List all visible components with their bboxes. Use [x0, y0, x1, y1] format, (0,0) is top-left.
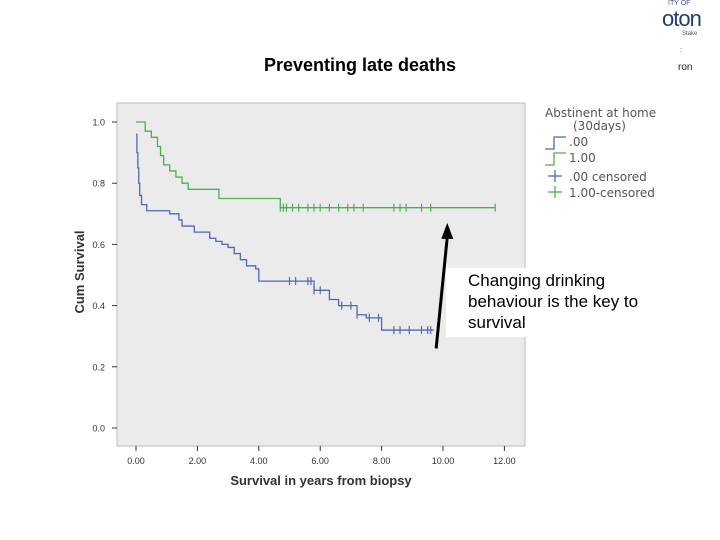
y-tick-label: 0.4: [92, 301, 105, 311]
y-tick-label: 1.0: [92, 118, 105, 128]
y-tick-label: 0.8: [92, 179, 105, 189]
page-title: Preventing late deaths: [263, 55, 457, 75]
survival-line-abstinent: [136, 121, 496, 209]
x-tick-label: 6.00: [311, 456, 329, 466]
x-tick-label: 2.00: [189, 456, 207, 466]
logo-text-2: oton: [662, 6, 702, 31]
x-axis-label: Survival in years from biopsy: [230, 473, 412, 488]
legend-entry: 1.00: [569, 151, 596, 165]
y-axis-label: Cum Survival: [72, 230, 87, 313]
arrow-head: [441, 222, 454, 239]
university-logo: ITY OF oton Stake : ron: [662, 0, 720, 80]
axes: 0.0 0.2 0.4 0.6 0.8 1.0 0.00 2.00 4.00 6.00 8.00 10…: [72, 118, 516, 489]
y-tick-label: 0.6: [92, 240, 105, 250]
legend-title: Abstinent at home: [545, 106, 656, 120]
annotation-callout: Changing drinking behaviour is the key t…: [446, 268, 668, 337]
x-tick-label: 8.00: [373, 456, 391, 466]
logo-text-3: Stake: [682, 31, 698, 37]
logo-text-1: ITY OF: [668, 0, 691, 7]
legend-entry: .00: [569, 135, 588, 149]
legend: Abstinent at home(30days) .00 1.00 .00 cens…: [545, 106, 656, 200]
legend-entry: 1.00-censored: [569, 186, 655, 200]
logo-text-5: ron: [678, 62, 693, 73]
x-tick-label: 0.00: [127, 456, 145, 466]
annotation-arrow: [434, 222, 454, 349]
legend-title-sub: (30days): [573, 119, 626, 133]
y-tick-label: 0.2: [92, 362, 105, 372]
x-tick-label: 12.00: [493, 456, 516, 466]
survival-line-not-abstinent: [136, 133, 434, 331]
legend-line-swatch: [545, 152, 566, 166]
x-tick-label: 4.00: [250, 456, 268, 466]
legend-line-swatch: [545, 136, 566, 150]
logo-text-4: :: [680, 47, 682, 54]
series-group: [136, 121, 496, 335]
legend-entry: .00 censored: [569, 170, 647, 184]
y-tick-label: 0.0: [92, 424, 105, 434]
arrow-shaft: [434, 236, 449, 349]
x-tick-label: 10.00: [432, 456, 455, 466]
